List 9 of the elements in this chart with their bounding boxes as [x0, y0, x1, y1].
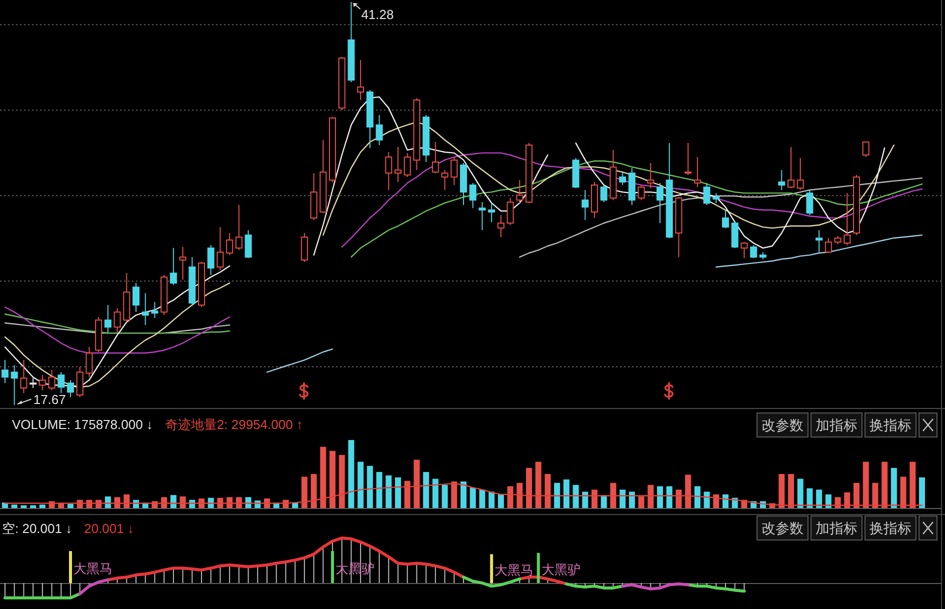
chart-title: 空: 20.001 ↓ — [2, 521, 72, 536]
text: 20.001 ↓ — [84, 521, 134, 536]
chart-title: VOLUME: 175878.000 ↓ — [12, 417, 153, 432]
text: 奇迹地量2: 29954.000 ↑ — [164, 417, 303, 432]
series-label: 大黑驴 — [541, 562, 580, 577]
series-label: 大黑马 — [74, 561, 112, 576]
annotation: 41.28 — [361, 7, 394, 22]
series-label: 大黑马 — [494, 562, 534, 578]
annotation: 17.67 — [33, 392, 66, 408]
